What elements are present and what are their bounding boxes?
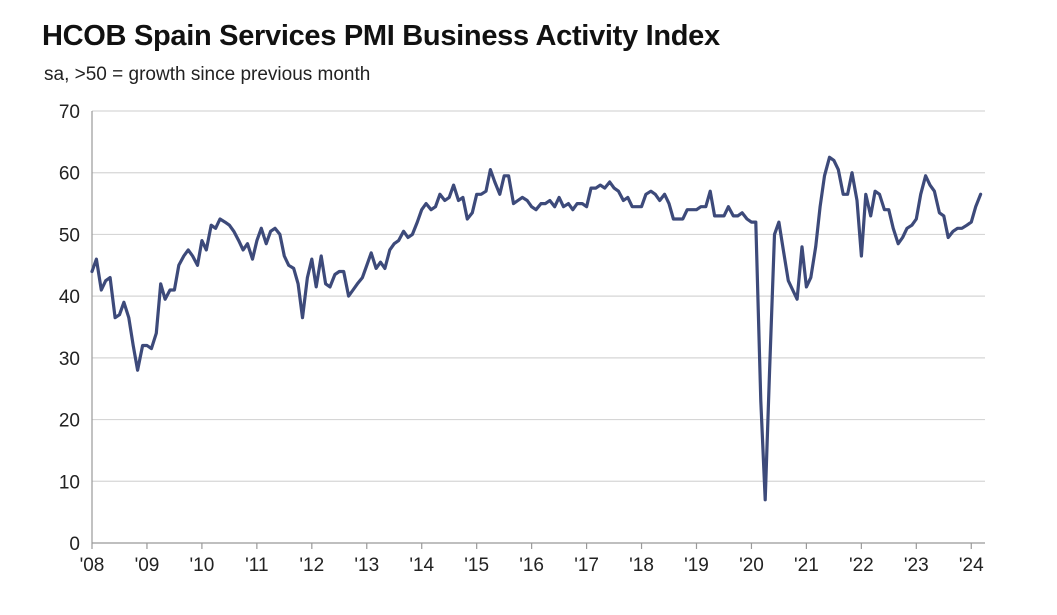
y-tick-label: 10 [59,472,80,493]
chart-title: HCOB Spain Services PMI Business Activit… [42,20,720,52]
x-tick-label: '19 [684,555,709,576]
x-tick-label: '24 [959,555,984,576]
x-tick-label: '16 [519,555,544,576]
x-tick-label: '14 [409,555,434,576]
y-tick-label: 0 [69,534,80,555]
x-tick-label: '23 [904,555,929,576]
x-tick-label: '22 [849,555,874,576]
x-tick-label: '09 [135,555,160,576]
x-tick-label: '10 [190,555,215,576]
y-tick-label: 70 [59,102,80,123]
x-tick-label: '13 [354,555,379,576]
x-tick-label: '15 [464,555,489,576]
y-tick-label: 60 [59,164,80,185]
y-tick-label: 30 [59,349,80,370]
x-tick-label: '11 [245,555,268,576]
axes [91,111,985,549]
x-tick-label: '18 [629,555,654,576]
x-tick-label: '20 [739,555,764,576]
y-tick-labels: 0 10 20 30 40 50 60 70 [59,102,80,555]
chart-subtitle: sa, >50 = growth since previous month [44,64,371,85]
y-tick-label: 20 [59,411,80,432]
gridlines [92,110,985,482]
x-tick-label: '08 [80,555,105,576]
x-tick-label: '12 [299,555,324,576]
series-layer [90,155,983,502]
x-tick-label: '17 [574,555,599,576]
x-tick-labels: '08 '09 '10 '11 '12 '13 '14 '15 '16 '17 '18 '19 '20 '… [80,555,984,576]
series-line-0 [90,155,983,502]
y-tick-label: 50 [59,225,80,246]
x-tick-label: '21 [794,555,819,576]
y-tick-label: 40 [59,287,80,308]
